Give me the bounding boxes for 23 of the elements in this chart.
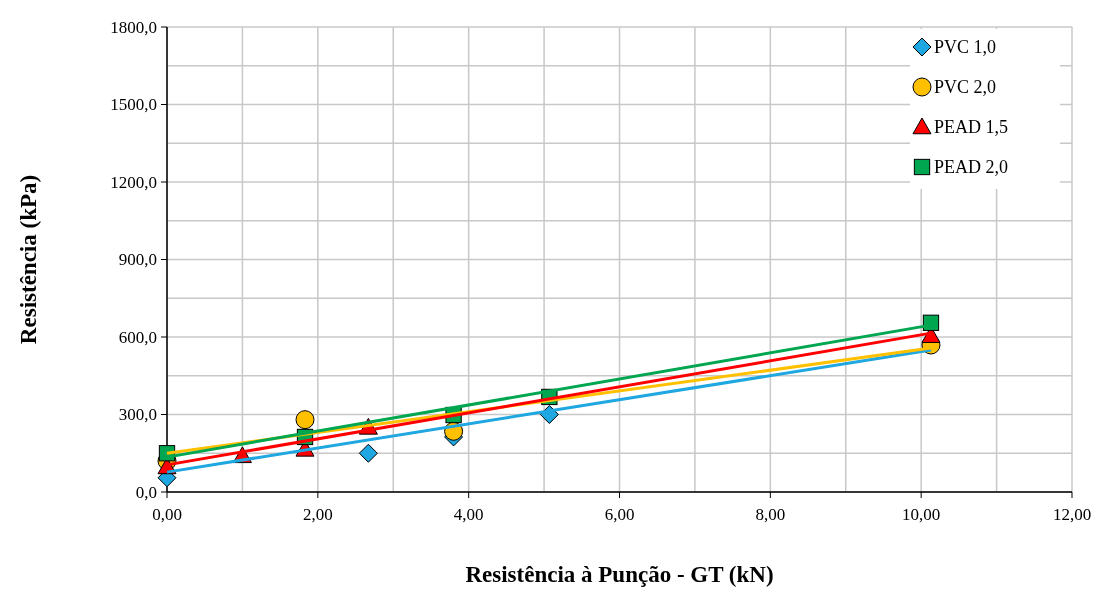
x-tick-label: 6,00	[604, 505, 635, 524]
y-tick-label: 1800,0	[110, 17, 157, 37]
x-tick-label: 2,00	[302, 505, 333, 524]
legend-label: PEAD 2,0	[934, 157, 1009, 178]
y-tick-label: 0,0	[135, 482, 157, 502]
y-tick-label: 300,0	[118, 405, 157, 425]
point	[358, 443, 378, 463]
y-axis-title: Resistência (kPa)	[16, 174, 41, 345]
y-tick-label: 600,0	[118, 327, 157, 347]
x-tick-label: 10,00	[902, 505, 941, 524]
x-tick-label: 4,00	[453, 505, 484, 524]
point	[295, 410, 315, 430]
y-tick-label: 1500,0	[110, 95, 157, 115]
x-tick-label: 12,00	[1052, 505, 1092, 524]
legend-label: PVC 1,0	[934, 37, 997, 58]
legend-label: PVC 2,0	[934, 77, 997, 98]
x-axis-title: Resistência à Punção - GT (kN)	[465, 562, 774, 587]
point	[922, 314, 940, 331]
y-tick-label: 1200,0	[110, 172, 157, 192]
x-tick-label: 8,00	[755, 505, 786, 524]
legend-label: PEAD 1,5	[934, 117, 1009, 138]
x-tick-label: 0,00	[152, 505, 182, 524]
y-tick-label: 900,0	[118, 250, 157, 270]
